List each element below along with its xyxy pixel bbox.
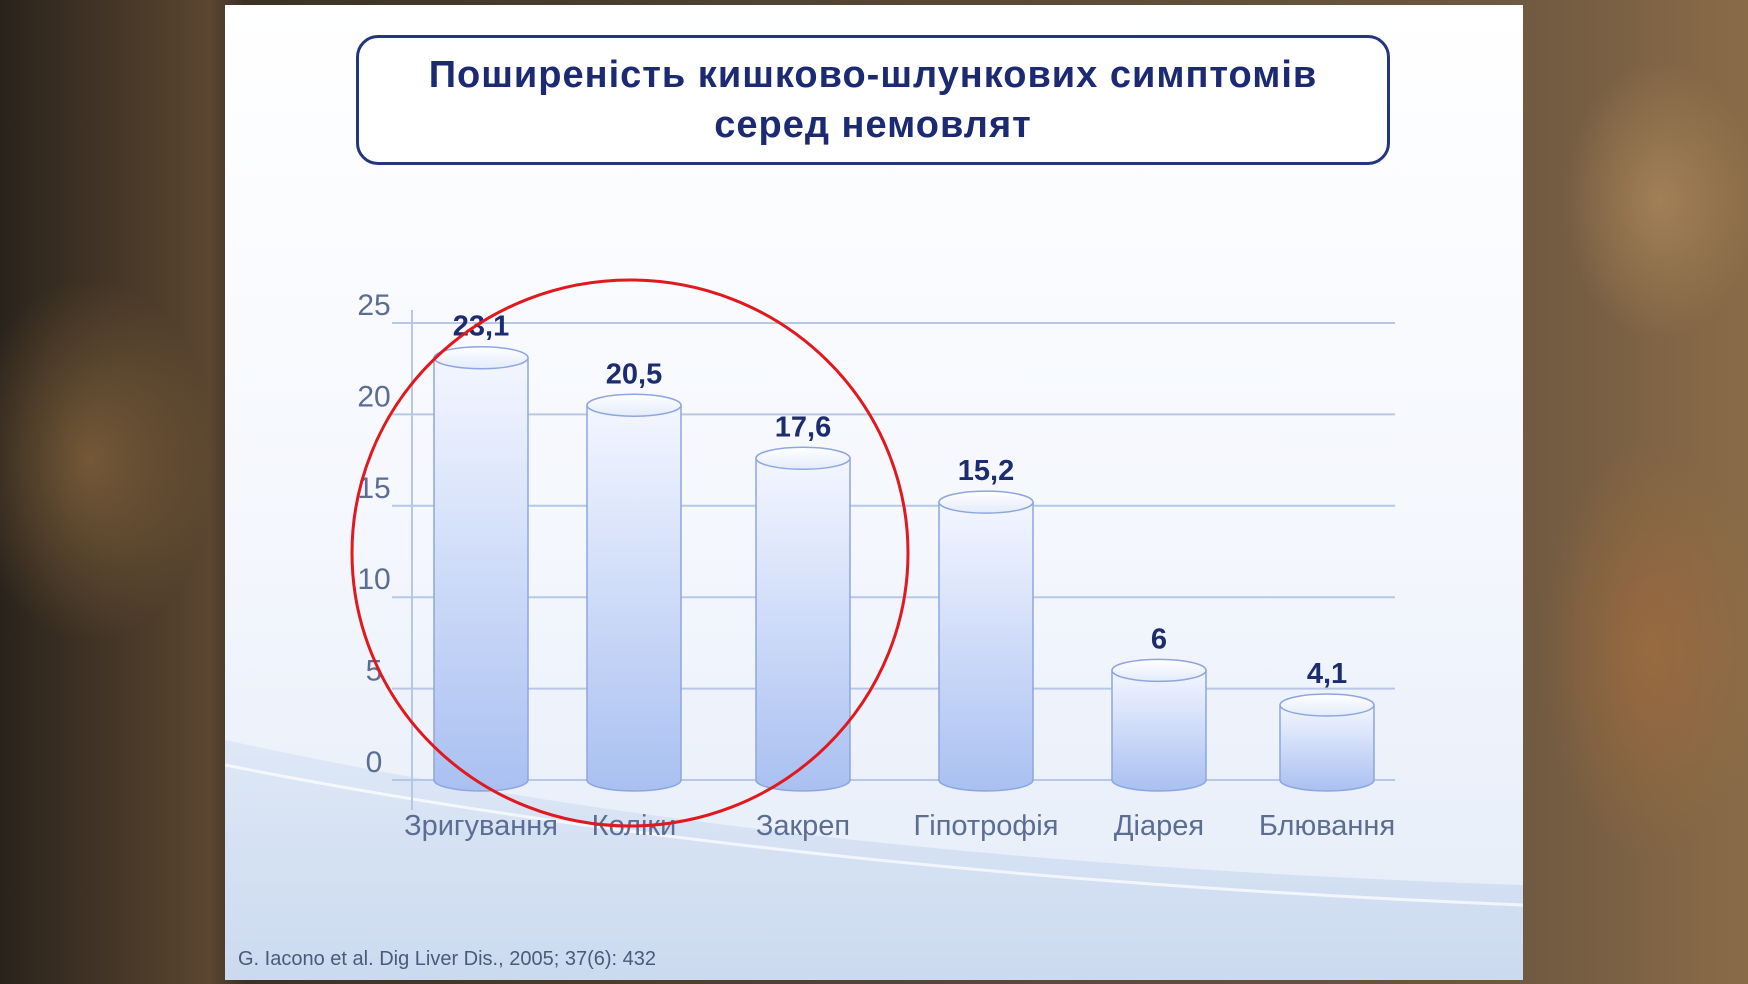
x-category-label: Діарея — [1114, 810, 1204, 842]
bar-value-label: 4,1 — [1307, 658, 1347, 690]
bar — [586, 393, 682, 792]
bar — [433, 345, 529, 792]
bar-value-label: 20,5 — [606, 358, 662, 390]
presentation-slide: Поширеність кишково-шлункових симптомів … — [225, 5, 1523, 980]
x-category-label: Блювання — [1259, 810, 1395, 842]
slide-title-line-2: серед немовлят — [714, 104, 1032, 146]
y-tick-label: 10 — [357, 563, 390, 596]
bar-value-label: 6 — [1151, 623, 1167, 655]
bar — [1279, 693, 1375, 792]
y-tick-label: 0 — [366, 746, 383, 779]
bar-chart: 051015202523,1Зригування20,5Коліки17,6За… — [350, 278, 1395, 842]
bar — [1111, 658, 1207, 792]
x-category-label: Зригування — [404, 810, 558, 842]
bar-value-label: 17,6 — [775, 411, 831, 443]
title-box: Поширеність кишково-шлункових симптомів … — [356, 35, 1390, 165]
bar — [755, 446, 851, 792]
slide-title-line-1: Поширеність кишково-шлункових симптомів — [428, 54, 1318, 96]
citation: G. Iacono et al. Dig Liver Dis., 2005; 3… — [238, 948, 656, 970]
highlight-circle — [350, 278, 910, 828]
slide-wave-decoration — [225, 740, 1523, 980]
bar — [938, 490, 1034, 792]
y-tick-label: 5 — [366, 655, 383, 688]
x-category-label: Закреп — [756, 810, 850, 842]
bar-value-label: 23,1 — [453, 311, 509, 343]
y-tick-label: 20 — [357, 380, 390, 413]
y-tick-label: 25 — [357, 289, 390, 322]
x-category-label: Гіпотрофія — [914, 810, 1059, 842]
bar-value-label: 15,2 — [958, 455, 1014, 487]
